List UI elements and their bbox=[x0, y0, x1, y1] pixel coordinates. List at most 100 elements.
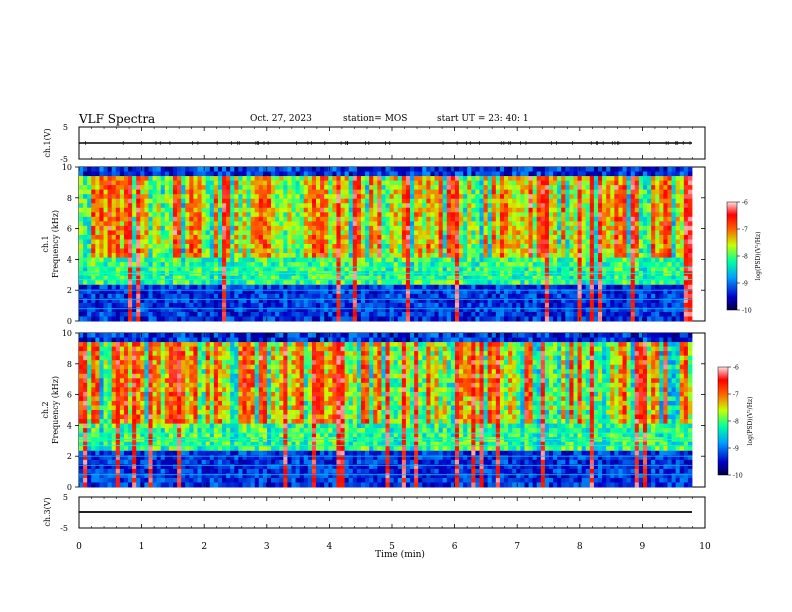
spectrogram-cell bbox=[230, 262, 235, 268]
spectrogram-cell bbox=[230, 253, 235, 258]
spectrogram-cell bbox=[283, 198, 288, 204]
spectrogram-cell bbox=[377, 239, 382, 245]
spectrogram-cell bbox=[434, 302, 440, 308]
spectrogram-cell bbox=[230, 311, 235, 317]
spectrogram-cell bbox=[438, 307, 444, 313]
spectrogram-cell bbox=[667, 257, 672, 263]
spectrogram-cell bbox=[577, 216, 583, 222]
spectrogram-cell bbox=[606, 248, 611, 254]
spectrogram-cell bbox=[250, 293, 256, 299]
spectrogram-cell bbox=[557, 167, 562, 172]
spectrogram-cell bbox=[324, 185, 329, 191]
spectrogram-cell bbox=[107, 180, 113, 186]
spectrogram-cell bbox=[205, 289, 211, 295]
spectrogram-cell bbox=[119, 194, 125, 200]
spectrogram-cell bbox=[226, 185, 231, 191]
spectrogram-cell bbox=[638, 298, 644, 304]
spectrogram-cell bbox=[471, 234, 476, 240]
spectrogram-cell bbox=[610, 221, 615, 227]
spectrogram-cell bbox=[450, 225, 456, 231]
spectrogram-cell bbox=[495, 239, 501, 245]
spectrogram-cell bbox=[136, 293, 141, 299]
spectrogram-cell bbox=[634, 180, 640, 186]
spectrogram-cell bbox=[483, 189, 489, 195]
spectrogram-cell bbox=[254, 230, 260, 236]
spectrogram-cell bbox=[307, 171, 313, 177]
spectrogram-cell bbox=[258, 248, 264, 254]
spectrogram-cell bbox=[405, 180, 411, 186]
spectrogram-cell bbox=[320, 275, 325, 281]
spectrogram-cell bbox=[217, 176, 223, 181]
spectrogram-cell bbox=[467, 176, 472, 181]
spectrogram-cell bbox=[598, 280, 603, 286]
spectrogram-cell bbox=[160, 302, 166, 308]
spectrogram-cell bbox=[479, 316, 484, 322]
spectrogram-cell bbox=[238, 234, 243, 240]
spectrogram-cell bbox=[242, 212, 247, 218]
spectrogram-cell bbox=[266, 203, 272, 209]
spectrogram-cell bbox=[540, 221, 546, 227]
spectrogram-cell bbox=[536, 253, 542, 258]
spectrogram-cell bbox=[508, 248, 513, 254]
spectrogram-cell bbox=[385, 212, 390, 218]
spectrogram-cell bbox=[185, 298, 190, 304]
spectrogram-cell bbox=[544, 180, 550, 186]
spectrogram-cell bbox=[536, 289, 542, 295]
spectrogram-cell bbox=[356, 189, 362, 195]
spectrogram-cell bbox=[136, 244, 141, 249]
spectrogram-cell bbox=[397, 311, 403, 317]
spectrogram-cell bbox=[119, 221, 125, 227]
spectrogram-cell bbox=[91, 284, 96, 290]
spectrogram-cell bbox=[87, 257, 92, 263]
spectrogram-cell bbox=[246, 189, 252, 195]
spectrogram-cell bbox=[598, 302, 603, 308]
spectrogram-cell bbox=[128, 316, 133, 322]
spectrogram-cell bbox=[213, 221, 219, 227]
spectrogram-cell bbox=[283, 307, 288, 313]
spectrogram-cell bbox=[201, 293, 207, 299]
spectrogram-cell bbox=[508, 316, 513, 322]
spectrogram-cell bbox=[516, 280, 521, 286]
spectrogram-cell bbox=[589, 207, 595, 213]
spectrogram-cell bbox=[140, 207, 145, 213]
spectrogram-cell bbox=[123, 230, 129, 236]
spectrogram-cell bbox=[291, 189, 296, 195]
spectrogram-cell bbox=[250, 225, 256, 231]
spectrogram-cell bbox=[258, 189, 264, 195]
spectrogram-cell bbox=[598, 298, 603, 304]
spectrogram-cell bbox=[320, 298, 325, 304]
spectrogram-cell bbox=[177, 203, 182, 209]
spectrogram-cell bbox=[275, 189, 280, 195]
spectrogram-cell bbox=[115, 230, 121, 236]
spectrogram-cell bbox=[320, 307, 325, 313]
spectrogram-cell bbox=[573, 248, 578, 254]
spectrogram-cell bbox=[663, 198, 668, 204]
spectrogram-cell bbox=[581, 307, 587, 313]
spectrogram-cell bbox=[630, 189, 636, 195]
spectrogram-cell bbox=[512, 230, 517, 236]
spectrogram-cell bbox=[115, 293, 121, 299]
spectrogram-cell bbox=[655, 266, 660, 272]
spectrogram-cell bbox=[103, 280, 109, 286]
spectrogram-cell bbox=[160, 194, 166, 200]
spectrogram-cell bbox=[561, 176, 566, 181]
spectrogram-cell bbox=[152, 176, 158, 181]
spectrogram-cell bbox=[328, 180, 333, 186]
spectrogram-cell bbox=[479, 198, 484, 204]
spectrogram-cell bbox=[450, 221, 456, 227]
spectrogram-cell bbox=[156, 307, 162, 313]
spectrogram-cell bbox=[434, 293, 440, 299]
spectrogram-cell bbox=[83, 316, 88, 322]
spectrogram-cell bbox=[634, 293, 640, 299]
spectrogram-cell bbox=[91, 185, 96, 191]
spectrogram-cell bbox=[548, 257, 554, 263]
spectrogram-cell bbox=[626, 194, 632, 200]
spectrogram-cell bbox=[266, 275, 272, 281]
spectrogram-cell bbox=[528, 293, 534, 299]
spectrogram-cell bbox=[103, 239, 109, 245]
spectrogram-cell bbox=[128, 257, 133, 263]
spectrogram-cell bbox=[172, 189, 178, 195]
spectrogram-cell bbox=[181, 221, 186, 227]
spectrogram-cell bbox=[258, 230, 264, 236]
